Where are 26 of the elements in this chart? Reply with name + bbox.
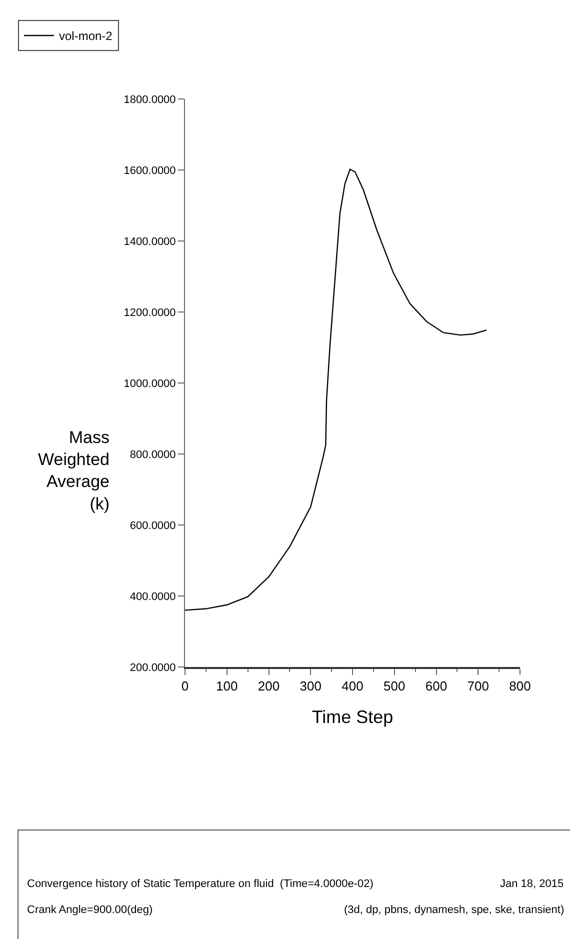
y-tick-label: 400.0000 xyxy=(130,590,176,603)
y-axis-title: Mass Weighted Average (k) xyxy=(38,428,110,514)
x-tick-label: 200 xyxy=(258,678,280,694)
x-tick-label: 100 xyxy=(216,678,238,694)
x-tick-label: 500 xyxy=(384,678,406,694)
x-tick-label: 300 xyxy=(300,678,322,694)
x-tick-label: 0 xyxy=(181,678,189,694)
y-tick-label: 800.0000 xyxy=(130,448,176,461)
x-tick-label: 800 xyxy=(509,678,531,694)
y-tick-label: 200.0000 xyxy=(130,662,176,674)
y-tick-label: 1800.0000 xyxy=(124,94,176,106)
text: Crank Angle=900.00(deg) xyxy=(27,904,153,916)
y-tick-label: 1600.0000 xyxy=(124,164,176,177)
legend-label: vol-mon-2 xyxy=(59,29,113,44)
y-tick-label: 600.0000 xyxy=(130,520,176,532)
x-tick-label: 600 xyxy=(425,678,448,694)
text: (3d, dp, pbns, dynamesh, spe, ske, transient) xyxy=(344,904,564,916)
x-tick-label: 700 xyxy=(467,678,489,694)
x-axis-title: Time Step xyxy=(312,707,394,728)
text: Jan 18, 2015 xyxy=(500,878,564,890)
text: Convergence history of Static Temperature on fluid (Time=4.0000e-02) xyxy=(27,878,374,890)
y-tick-label: 1000.0000 xyxy=(124,378,176,390)
line-series xyxy=(185,168,488,611)
x-tick-label: 400 xyxy=(342,678,364,694)
y-tick-label: 1200.0000 xyxy=(124,306,176,319)
y-tick-label: 1400.0000 xyxy=(124,236,176,248)
